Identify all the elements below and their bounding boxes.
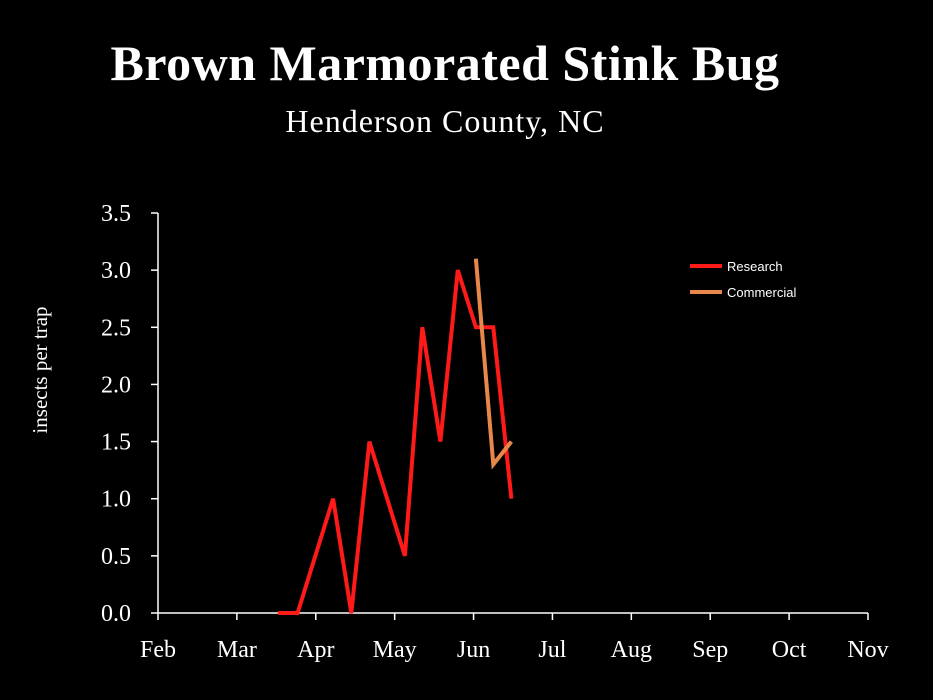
series-line-commercial [473, 258, 513, 470]
x-tick-label: Sep [692, 637, 728, 663]
x-tick-label: Jul [538, 637, 566, 663]
series-lines [277, 258, 514, 615]
legend-label: Research [727, 259, 783, 274]
x-tick-label: Aug [611, 637, 652, 663]
x-tick-label: Mar [217, 637, 257, 663]
x-tick-label: Feb [140, 637, 176, 663]
y-ticks: 0.0 0.5 1.0 1.5 2.0 2.5 3.0 3.5 [101, 201, 158, 627]
y-tick-label: 3.0 [101, 258, 131, 284]
y-tick-label: 1.0 [101, 487, 131, 513]
y-tick-label: 2.0 [101, 372, 131, 398]
series-line-research [277, 269, 514, 615]
y-tick-label: 0.0 [101, 601, 131, 627]
chart-title: Brown Marmorated Stink Bug [110, 35, 780, 91]
y-axis-label: insects per trap [28, 306, 52, 433]
y-tick-label: 3.5 [101, 201, 131, 227]
x-tick-label: Apr [297, 637, 334, 663]
x-tick-label: Jun [457, 637, 490, 663]
x-ticks: Feb Mar Apr May Jun Jul Aug Sep Oct Nov [140, 613, 889, 663]
x-tick-label: Nov [847, 637, 888, 663]
legend: Research Commercial [690, 259, 796, 300]
y-tick-label: 0.5 [101, 544, 131, 570]
x-tick-label: Oct [772, 637, 807, 663]
y-tick-label: 1.5 [101, 430, 131, 456]
legend-label: Commercial [727, 285, 796, 300]
y-tick-label: 2.5 [101, 315, 131, 341]
chart-subtitle: Henderson County, NC [285, 103, 605, 139]
axes [157, 213, 868, 614]
x-tick-label: May [373, 637, 417, 663]
